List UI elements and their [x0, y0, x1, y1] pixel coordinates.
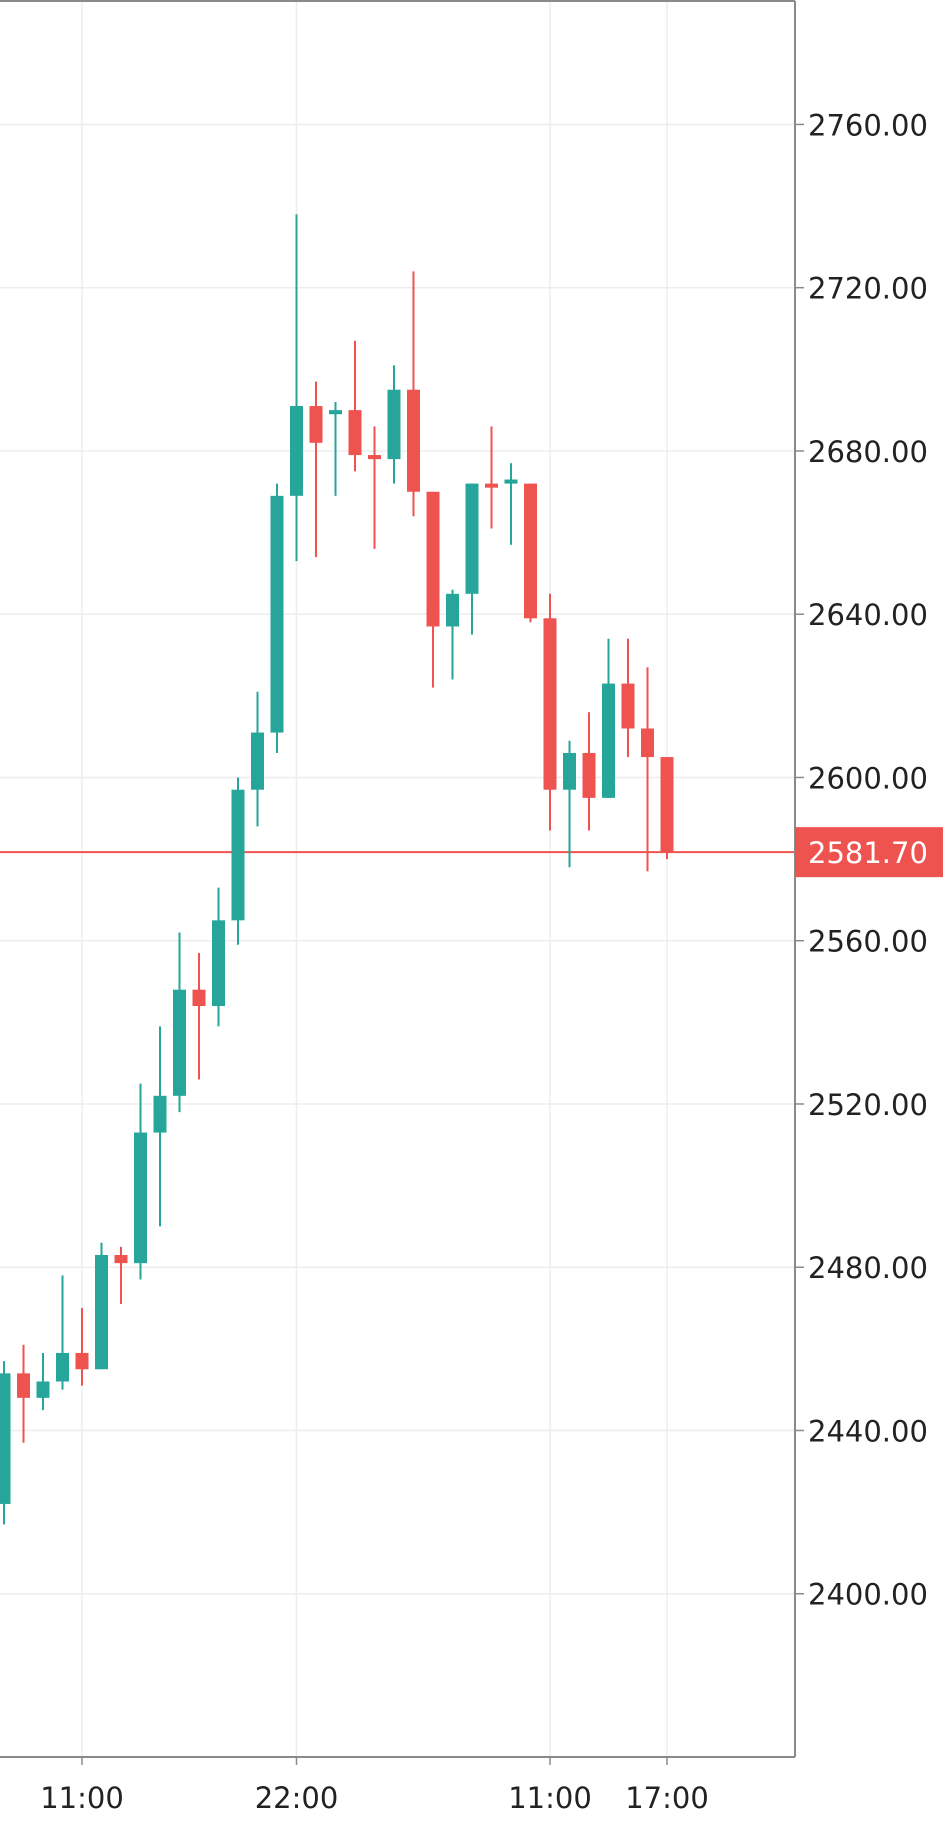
- candle-body: [485, 483, 498, 488]
- candle-body: [348, 410, 362, 456]
- candle-body: [387, 389, 401, 460]
- candle-body: [270, 495, 284, 733]
- candle-body: [504, 479, 518, 484]
- candle-body: [192, 989, 206, 1007]
- candle-body: [563, 752, 576, 790]
- time-tick-label: 22:00: [255, 1781, 339, 1815]
- candle-body: [95, 1254, 108, 1370]
- candle-body: [17, 1373, 30, 1398]
- candle-body: [173, 989, 186, 1096]
- price-tick-label: 2680.00: [808, 435, 928, 469]
- candle-body: [251, 732, 264, 790]
- price-tick-label: 2400.00: [808, 1578, 928, 1612]
- candle-body: [426, 491, 440, 627]
- chart-frame: [0, 0, 796, 1758]
- grid-lines: [0, 2, 795, 1757]
- price-tick-label: 2760.00: [808, 108, 928, 142]
- price-tick-label: 2440.00: [808, 1414, 928, 1448]
- candle-body: [56, 1352, 69, 1382]
- candle-body: [212, 920, 225, 1007]
- candle-body: [660, 757, 674, 853]
- price-tick-label: 2560.00: [808, 925, 928, 959]
- candle-body: [290, 406, 303, 496]
- time-axis[interactable]: 11:00 22:00 11:00 17:00: [40, 1757, 709, 1815]
- candle-body: [446, 593, 459, 627]
- candle-body: [153, 1095, 167, 1133]
- price-tick-label: 2640.00: [808, 598, 928, 632]
- candle-body: [465, 483, 479, 594]
- candle-body: [0, 1373, 11, 1504]
- candle-body: [582, 752, 596, 798]
- price-axis[interactable]: 2760.00 2720.00 2680.00 2640.00 2600.00 2560.…: [795, 108, 928, 1612]
- time-tick-label: 17:00: [625, 1781, 709, 1815]
- candle-body: [75, 1352, 89, 1370]
- candle-body: [524, 483, 537, 619]
- last-price-badge: 2581.70: [795, 827, 943, 878]
- candle-body: [543, 618, 557, 790]
- candle-body: [134, 1132, 147, 1264]
- price-tick-label: 2480.00: [808, 1251, 928, 1285]
- candle-body: [368, 455, 381, 460]
- candle-body: [114, 1254, 128, 1264]
- time-tick-label: 11:00: [508, 1781, 592, 1815]
- candle-body: [602, 683, 615, 798]
- candle-body: [231, 789, 245, 921]
- price-tick-label: 2600.00: [808, 761, 928, 795]
- time-tick-label: 11:00: [40, 1781, 124, 1815]
- candle-body: [621, 683, 635, 729]
- price-tick-label: 2520.00: [808, 1088, 928, 1122]
- candle-body: [36, 1381, 50, 1398]
- last-price-badge-bg: [795, 827, 943, 878]
- price-tick-label: 2720.00: [808, 272, 928, 306]
- candle-body: [641, 728, 654, 758]
- candle-body: [329, 410, 342, 415]
- candles: [0, 214, 674, 1525]
- last-price-label: 2581.70: [808, 836, 928, 870]
- candle-body: [309, 406, 323, 443]
- candle-body: [407, 389, 420, 492]
